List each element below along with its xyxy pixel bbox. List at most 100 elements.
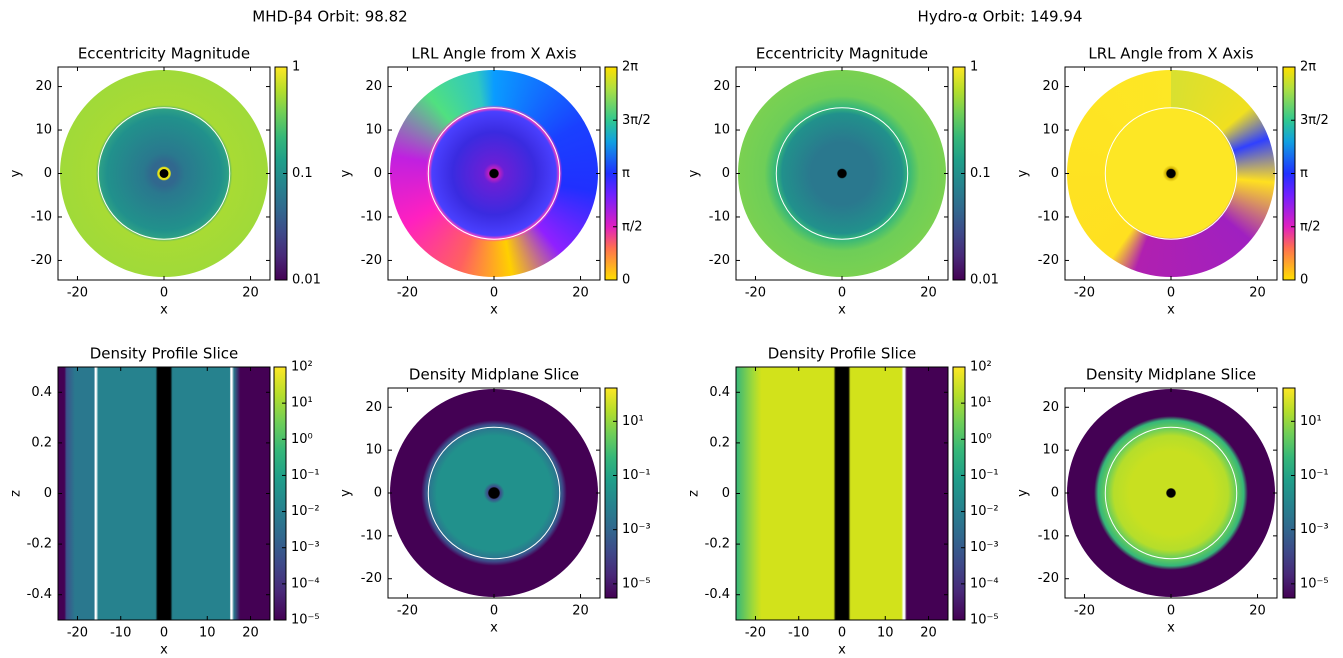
y-tick-label: 0 [374, 166, 382, 181]
heatmap-image [388, 388, 600, 598]
disk [1067, 389, 1275, 597]
axes-title: Eccentricity Magnitude [756, 45, 928, 63]
axes-frame [1064, 66, 1278, 281]
x-tick-label: 20 [920, 286, 937, 301]
figure-title: Hydro-α Orbit: 149.94 [918, 8, 1083, 26]
colorbar-tick-label: π [622, 166, 630, 181]
y-tick-label: 0.4 [31, 385, 52, 400]
x-tick-label: 20 [920, 626, 937, 641]
colorbar-tick-label: 0.1 [292, 166, 313, 181]
y-tick-label: -20 [361, 253, 382, 268]
y-tick-label: -20 [361, 571, 382, 586]
colorbar-tick-label: 10⁻⁴ [291, 576, 320, 591]
colorbar-tick-label: π/2 [1300, 219, 1320, 234]
y-tick-label: -20 [1038, 253, 1059, 268]
disk [60, 69, 268, 278]
colorbar-tick-label: 10⁰ [970, 432, 992, 447]
x-tick-label: 20 [1249, 286, 1266, 301]
y-tick-label: -10 [709, 209, 730, 224]
y-tick-label: 10 [1042, 123, 1059, 138]
y-axis-label: z [9, 490, 24, 497]
y-tick-label: 0 [1051, 166, 1059, 181]
axes-title: LRL Angle from X Axis [411, 45, 576, 63]
colorbar-tick-label: 10⁻² [970, 504, 999, 519]
x-tick-label: 20 [572, 604, 589, 619]
colorbar-tick-label: 2π [1300, 60, 1316, 75]
colorbar-tick-label: 10⁰ [291, 432, 313, 447]
y-tick-label: 10 [1042, 443, 1059, 458]
x-tick-label: 20 [242, 286, 259, 301]
y-tick-label: 0.4 [709, 385, 730, 400]
x-tick-label: 10 [199, 626, 216, 641]
disk [738, 69, 946, 278]
y-tick-label: 10 [365, 443, 382, 458]
disk [1067, 69, 1275, 278]
x-tick-label: -10 [788, 626, 809, 641]
y-tick-label: 0 [44, 166, 52, 181]
x-tick-label: -20 [745, 286, 766, 301]
x-tick-label: 0 [490, 286, 498, 301]
axes-title: LRL Angle from X Axis [1088, 45, 1253, 63]
colorbar-tick-label: 10² [970, 360, 992, 375]
y-tick-label: 20 [365, 400, 382, 415]
y-tick-label: 0 [374, 486, 382, 501]
colorbar-tick-label: 10⁻¹ [291, 468, 320, 483]
orbit-circle [97, 107, 231, 240]
y-tick-label: 20 [1042, 79, 1059, 94]
y-axis-label: y [687, 169, 702, 177]
y-axis-label: z [687, 490, 702, 497]
x-tick-label: -20 [67, 626, 88, 641]
colorbar-tick-label: 10¹ [622, 414, 644, 429]
colorbar-tick-label: 10⁻⁵ [622, 576, 651, 591]
colorbar-tick-label: 0 [1300, 273, 1308, 288]
colorbar-tick-label: 10⁻¹ [970, 468, 999, 483]
colorbar-tick-label: π [1300, 166, 1308, 181]
y-tick-label: 10 [713, 123, 730, 138]
y-tick-label: -10 [31, 209, 52, 224]
y-tick-label: 0 [44, 486, 52, 501]
colorbar-tick-label: 0.01 [292, 273, 321, 288]
colorbar-tick-label: 10⁻² [291, 504, 320, 519]
disk [390, 389, 598, 597]
colorbar [604, 387, 618, 599]
x-axis-label: x [1167, 303, 1175, 318]
colorbar-tick-label: 10⁻¹ [1300, 468, 1329, 483]
colorbar-tick-label: 1 [970, 60, 978, 75]
heatmap-image [58, 67, 270, 280]
x-tick-label: 0 [838, 286, 846, 301]
colorbar [952, 366, 966, 621]
colorbar-tick-label: 0 [622, 273, 630, 288]
colorbar-tick-label: 10⁻³ [1300, 522, 1329, 537]
orbit-circle [775, 107, 909, 240]
x-tick-label: -20 [397, 604, 418, 619]
colorbar-tick-label: 0.1 [970, 166, 991, 181]
colorbar [273, 366, 287, 621]
figure-title: MHD-β4 Orbit: 98.82 [252, 8, 407, 26]
axes-title: Density Midplane Slice [409, 366, 579, 384]
x-tick-label: -20 [1074, 286, 1095, 301]
axes-frame [735, 366, 949, 621]
y-axis-label: y [1016, 489, 1031, 497]
y-axis-label: y [9, 169, 24, 177]
colorbar-tick-label: 10⁻³ [622, 522, 651, 537]
x-tick-label: -10 [110, 626, 131, 641]
y-tick-label: 10 [35, 123, 52, 138]
colorbar-tick-label: 10¹ [291, 396, 313, 411]
axes-frame [387, 387, 601, 599]
x-tick-label: 20 [1249, 604, 1266, 619]
orbit-circle [1104, 426, 1238, 560]
axes-title: Density Midplane Slice [1086, 366, 1256, 384]
colorbar-tick-label: 10¹ [970, 396, 992, 411]
y-tick-label: 0 [1051, 486, 1059, 501]
colorbar [1282, 387, 1296, 599]
x-axis-label: x [160, 303, 168, 318]
y-tick-label: 0 [722, 166, 730, 181]
colorbar-tick-label: 3π/2 [622, 113, 651, 128]
colorbar-tick-label: 10⁻⁵ [1300, 576, 1329, 591]
colorbar-tick-label: 3π/2 [1300, 113, 1329, 128]
y-tick-label: -10 [1038, 209, 1059, 224]
y-tick-label: -10 [361, 209, 382, 224]
y-axis-label: y [339, 489, 354, 497]
